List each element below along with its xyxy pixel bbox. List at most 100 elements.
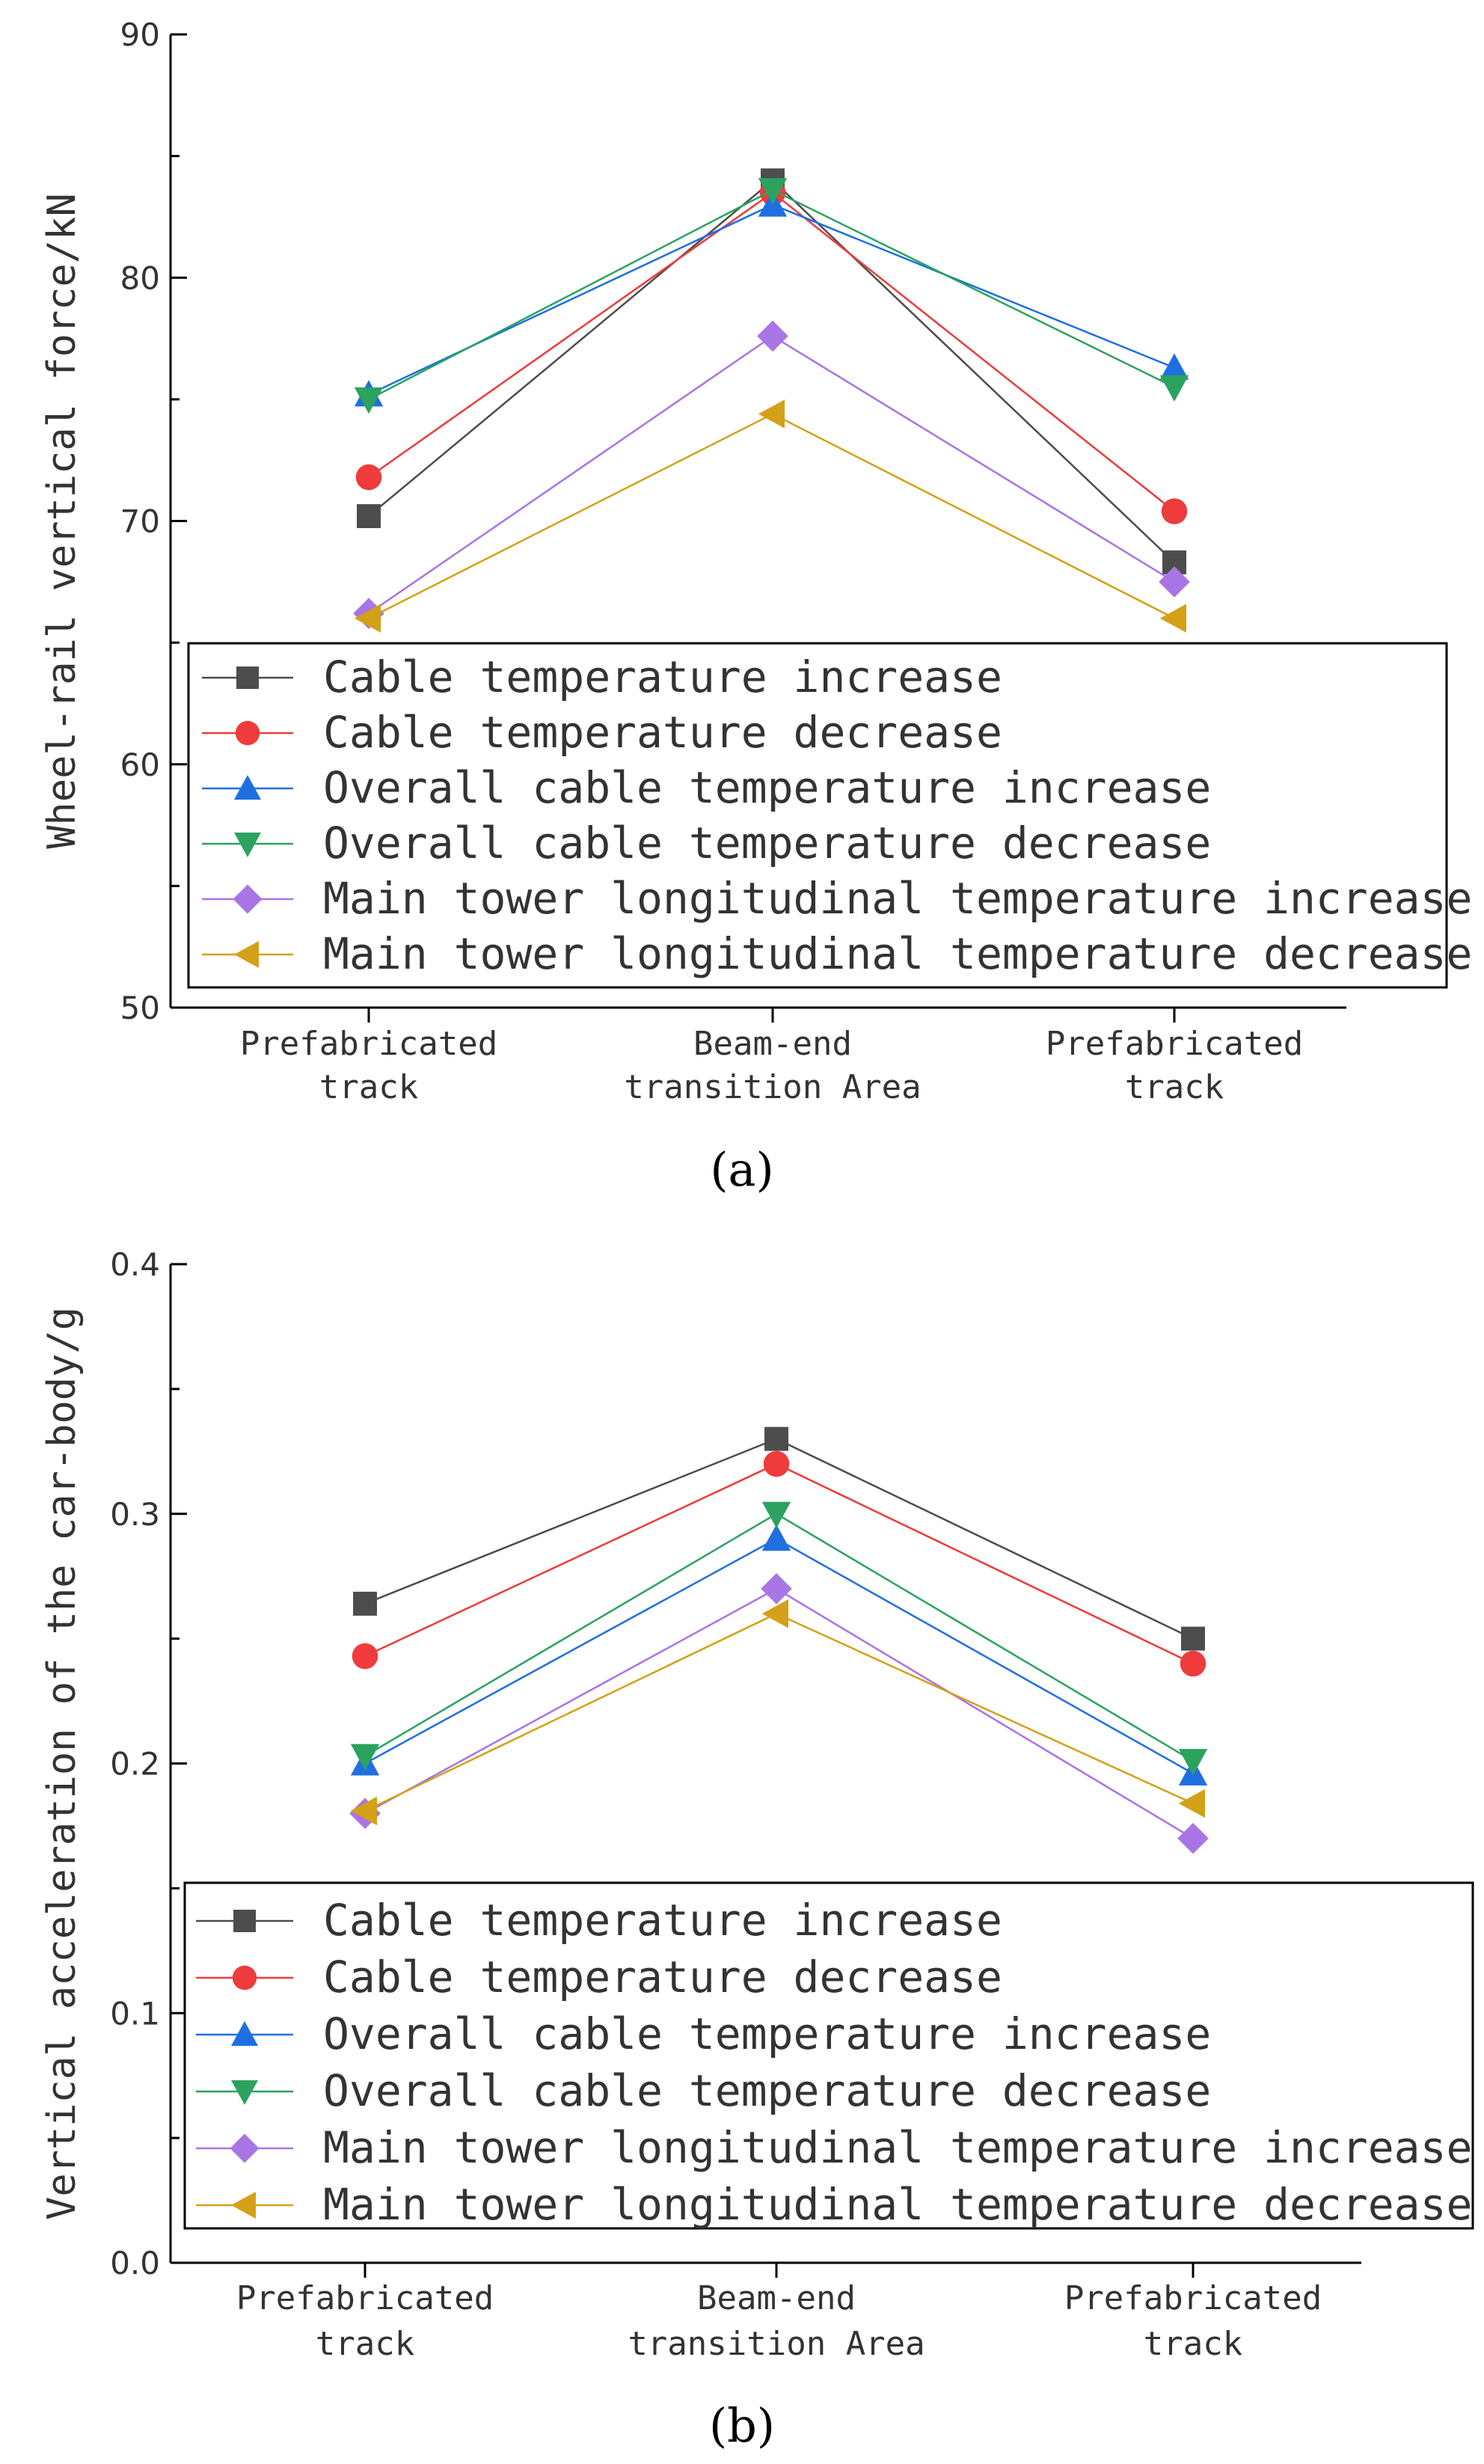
legend-label: Cable temperature decrease: [323, 707, 1002, 758]
data-point: [353, 1591, 377, 1616]
legend-label: Cable temperature increase: [323, 1895, 1002, 1946]
y-tick-label: 90: [120, 16, 160, 53]
y-axis-title: Vertical acceleration of the car-body/g: [40, 1307, 85, 2220]
y-tick-label: 50: [120, 990, 160, 1026]
legend-label: Overall cable temperature increase: [323, 762, 1211, 813]
legend-marker: [234, 833, 261, 857]
data-point: [758, 399, 785, 429]
series-3: [354, 190, 1189, 407]
data-point: [757, 320, 788, 352]
series-2: [355, 180, 1188, 524]
y-tick-label: 0.3: [110, 1496, 160, 1533]
data-point: [1178, 1789, 1205, 1818]
data-point: [761, 1599, 788, 1628]
series-6: [354, 399, 1186, 633]
data-point: [758, 178, 788, 205]
series-4: [354, 178, 1189, 414]
x-category-label: Beam-end: [693, 1025, 852, 1063]
legend-box: [187, 642, 1448, 989]
legend-label: Overall cable temperature increase: [323, 2008, 1211, 2059]
y-tick-label: 0.0: [110, 2245, 160, 2281]
legend-marker: [233, 1910, 256, 1932]
legend-marker: [234, 775, 261, 800]
series-4: [350, 1501, 1208, 1776]
series-line: [364, 1513, 1194, 1762]
legend-label: Main tower longitudinal temperature incr…: [323, 2122, 1472, 2173]
data-point: [1159, 566, 1190, 598]
data-point: [761, 1573, 792, 1605]
legend-marker: [231, 2080, 258, 2105]
x-category-label: track: [319, 1068, 418, 1106]
x-category-label: track: [1125, 1068, 1224, 1106]
y-axis-title: Wheel-rail vertical force/kN: [40, 193, 85, 849]
x-category-label: transition Area: [624, 1068, 921, 1106]
legend-marker: [234, 941, 259, 968]
data-point: [1159, 353, 1189, 380]
chart-panel-a: 50 60 70 80 90 Prefabricated track Beam-end tran…: [40, 16, 1472, 1197]
legend-label: Main tower longitudinal temperature decr…: [323, 2179, 1472, 2230]
legend-marker: [231, 2021, 258, 2046]
y-tick-label: 0.1: [110, 1995, 160, 2032]
data-point: [355, 464, 382, 491]
y-tick-label: 70: [120, 503, 160, 540]
series-line: [368, 203, 1175, 396]
data-point: [1159, 604, 1186, 633]
legend-marker: [232, 1965, 257, 1990]
data-point: [1178, 1749, 1208, 1776]
series-line: [368, 334, 1175, 615]
legend-marker: [236, 666, 259, 689]
series-line: [368, 189, 1175, 400]
y-tick-label: 60: [120, 747, 160, 783]
legend-label: Overall cable temperature decrease: [323, 818, 1211, 868]
legend-box: [183, 1881, 1474, 2230]
legend-label: Overall cable temperature decrease: [323, 2065, 1211, 2116]
panel-label: (a): [710, 1142, 773, 1197]
data-point: [761, 1524, 791, 1551]
legend-marker: [233, 884, 263, 914]
series-line: [368, 179, 1175, 563]
series-line: [364, 1537, 1194, 1774]
legend-label: Cable temperature increase: [323, 652, 1002, 702]
legend-label: Main tower longitudinal temperature incr…: [323, 873, 1472, 924]
series-line: [364, 1462, 1194, 1665]
series-line: [368, 412, 1175, 619]
data-point: [1180, 1650, 1206, 1677]
data-point: [350, 1796, 377, 1826]
x-category-label: transition Area: [628, 2325, 925, 2363]
data-point: [761, 1501, 791, 1528]
series-3: [350, 1524, 1208, 1786]
data-point: [764, 1426, 788, 1451]
series-line: [364, 1587, 1194, 1839]
series-1: [353, 1426, 1205, 1651]
legend-marker: [230, 2133, 260, 2163]
data-point: [1181, 1626, 1205, 1651]
legend-label: Cable temperature decrease: [323, 1952, 1002, 2002]
data-point: [354, 387, 384, 414]
legend-label: Main tower longitudinal temperature decr…: [323, 928, 1472, 979]
legend: Cable temperature increase Cable temperat…: [183, 1881, 1474, 2230]
series-line: [368, 191, 1175, 512]
data-point: [354, 604, 381, 633]
series-2: [352, 1450, 1206, 1677]
x-category-label: track: [1144, 2325, 1242, 2363]
data-point: [1161, 498, 1188, 524]
y-tick-label: 0.2: [110, 1746, 160, 1783]
series-6: [350, 1599, 1205, 1826]
x-category-label: Prefabricated: [240, 1025, 497, 1063]
legend-marker: [231, 2192, 256, 2219]
series-line: [364, 1612, 1194, 1812]
data-point: [350, 1744, 380, 1771]
data-point: [763, 1450, 790, 1477]
panel-label: (b): [709, 2398, 775, 2453]
series-5: [353, 320, 1190, 629]
y-tick-label: 80: [120, 260, 160, 296]
x-category-label: Prefabricated: [1064, 2279, 1322, 2317]
x-category-label: Beam-end: [697, 2279, 856, 2317]
x-category-label: Prefabricated: [1046, 1025, 1303, 1063]
x-category-label: track: [316, 2325, 414, 2363]
y-tick-label: 0.4: [110, 1246, 160, 1283]
x-category-label: Prefabricated: [236, 2279, 494, 2317]
data-point: [1177, 1822, 1209, 1854]
